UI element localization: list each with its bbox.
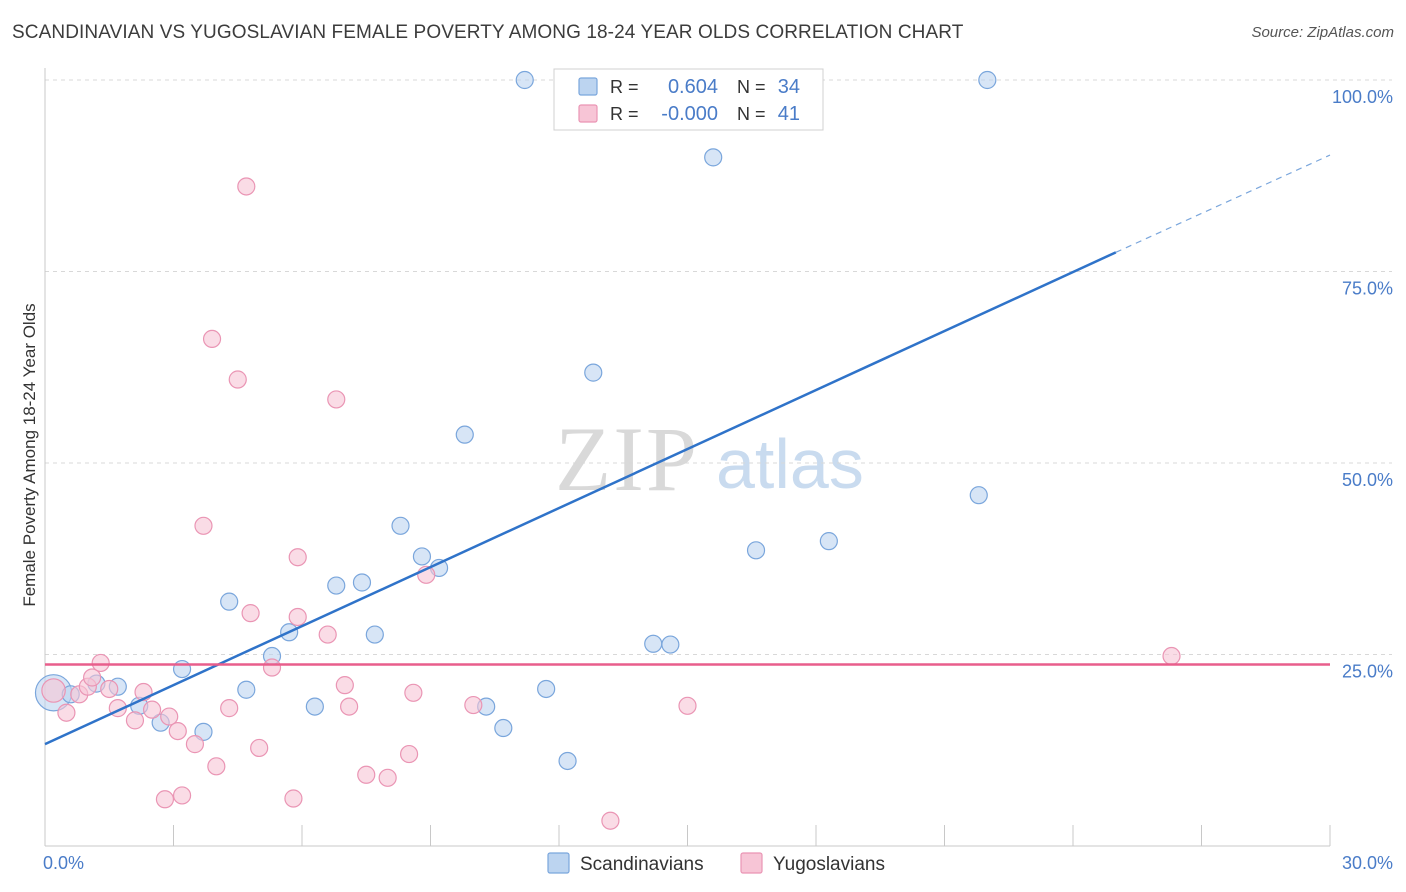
scandinavian-point (969, 486, 988, 505)
stats-legend-box (553, 68, 824, 131)
scandinavian-point (978, 70, 997, 90)
stats-r-label: R = (610, 104, 639, 124)
legend-swatch (740, 852, 763, 874)
yugoslavian-point (100, 679, 119, 699)
x-tick-label: 30.0% (1342, 853, 1393, 873)
scandinavian-point (220, 592, 239, 611)
stats-n-value: 34 (778, 76, 800, 98)
yugoslavian-point (262, 658, 282, 677)
yugoslavian-point (678, 696, 697, 715)
watermark-atlas: atlas (716, 425, 864, 503)
scandinavian-point (305, 697, 324, 716)
scandinavian-point (537, 679, 556, 699)
yugoslavian-point (404, 683, 423, 702)
yugoslavian-point (57, 703, 76, 722)
stats-r-value: 0.604 (668, 76, 718, 98)
yugoslavian-point (202, 329, 222, 349)
scandinavian-point (558, 751, 577, 771)
yugoslavian-point (142, 700, 162, 719)
yugoslavian-point (327, 390, 346, 409)
stats-n-label: N = (737, 104, 766, 124)
yugoslavian-point (185, 735, 205, 754)
yugoslavian-point (288, 548, 307, 567)
x-tick-label: 0.0% (43, 853, 84, 873)
scandinavian-point (352, 573, 372, 592)
scandinavian-point (455, 425, 474, 444)
yugoslavian-point (335, 676, 354, 695)
yugoslavian-point (601, 811, 620, 830)
scandinavian-point (644, 634, 663, 653)
yugoslavian-point (228, 370, 247, 389)
scandinavian-point (704, 148, 723, 167)
yugoslavian-point (160, 707, 179, 726)
yugoslavian-point (194, 516, 213, 535)
yugoslavian-point (168, 721, 187, 741)
yugoslavian-point (464, 695, 483, 715)
yugoslavian-point (378, 768, 397, 787)
scandinavian-point (327, 576, 346, 595)
yugoslavian-point (284, 789, 303, 808)
scandinavian-point (494, 718, 513, 738)
yugoslavian-point (1162, 646, 1181, 666)
stats-swatch (578, 104, 598, 123)
yugoslavian-point (91, 653, 110, 673)
stats-r-label: R = (610, 77, 639, 97)
scandinavian-point (515, 70, 534, 90)
stats-legend: R = 0.604 N = 34 R = -0.000 N = 41 (553, 68, 824, 131)
scandinavian-point (237, 680, 256, 699)
yugoslavian-point (207, 757, 226, 776)
scandinavian-trend-extension (1115, 154, 1331, 253)
yugoslavian-point (288, 607, 307, 627)
legend-label: Yugoslavians (773, 854, 885, 875)
scandinavian-point (746, 541, 766, 560)
yugoslavian-point (357, 765, 376, 784)
scandinavian-point (584, 363, 603, 382)
scandinavian-point (819, 532, 838, 551)
y-tick-label: 50.0% (1342, 470, 1393, 490)
y-tick-label: 100.0% (1332, 87, 1393, 107)
scandinavian-point (172, 659, 192, 679)
yugoslavian-point (399, 744, 419, 764)
chart-title: SCANDINAVIAN VS YUGOSLAVIAN FEMALE POVER… (12, 22, 964, 43)
yugoslavian-point (125, 711, 145, 730)
stats-n-value: 41 (778, 103, 800, 125)
stats-r-value: -0.000 (661, 103, 718, 125)
scandinavian-trend-line (44, 251, 1117, 746)
watermark-zip: ZIP (555, 408, 699, 510)
scandinavian-point (661, 635, 680, 654)
yugoslavian-point (83, 668, 102, 687)
yugoslavian-point (250, 738, 269, 758)
legend-swatch (547, 852, 570, 874)
yugoslavian-point (340, 697, 359, 716)
y-tick-label: 75.0% (1342, 279, 1393, 299)
yugoslavian-point (155, 790, 175, 809)
yugoslavian-point (172, 786, 192, 805)
yugoslavian-point (318, 625, 337, 644)
yugoslavian-point (220, 699, 239, 718)
series-legend: Scandinavians Yugoslavians (547, 852, 885, 875)
scandinavian-point (412, 547, 432, 566)
yugoslavian-point (237, 177, 256, 196)
yugoslavian-point (241, 604, 260, 623)
yugoslavian-point (41, 678, 66, 703)
y-tick-label: 25.0% (1342, 662, 1393, 682)
stats-n-label: N = (737, 77, 766, 97)
legend-label: Scandinavians (580, 854, 704, 875)
stats-swatch (578, 77, 598, 96)
scandinavian-point (391, 516, 410, 535)
source-credit: Source: ZipAtlas.com (1251, 24, 1394, 41)
scandinavian-point (365, 625, 384, 644)
